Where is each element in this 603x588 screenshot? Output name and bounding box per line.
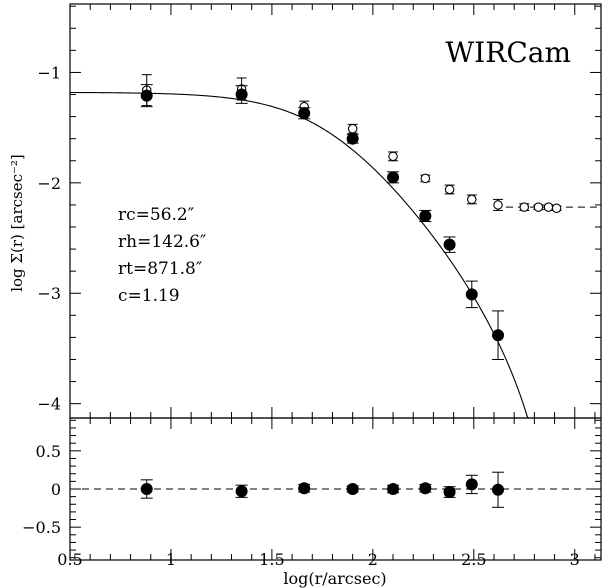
- data-point-open: [533, 202, 544, 212]
- data-point-filled: [235, 88, 248, 101]
- data-point-filled: [419, 482, 432, 495]
- param-rt: rt=871.8″: [118, 259, 202, 279]
- data-point-filled: [387, 483, 400, 495]
- main-ticks: [69, 4, 601, 418]
- x-tick-label: 3: [570, 550, 580, 569]
- data-point-filled: [465, 478, 478, 491]
- data-point-filled: [443, 486, 456, 499]
- x-tick-label: 0.5: [57, 550, 82, 569]
- y-tick-label: −2: [37, 174, 61, 193]
- data-point-open: [467, 194, 477, 205]
- data-point-filled: [298, 107, 311, 120]
- data-point-open: [543, 202, 554, 212]
- data-point-filled: [346, 483, 359, 495]
- data-point-open: [493, 200, 503, 210]
- data-point-open: [551, 203, 562, 213]
- y-tick-label: −0.5: [22, 518, 61, 537]
- data-point-filled: [140, 89, 153, 102]
- data-point-filled: [140, 483, 153, 495]
- data-point-filled: [419, 209, 432, 222]
- y-tick-label: −1: [37, 63, 61, 82]
- x-axis-label: log(r/arcsec): [283, 569, 386, 588]
- data-point-filled: [492, 483, 505, 496]
- residual-panel: 0.5 0 −0.5 0.5 1 1.5 2 2.5 3 log(r/arcsec): [22, 417, 602, 588]
- x-tick-label: 2: [368, 550, 378, 569]
- data-point-filled: [235, 485, 248, 498]
- x-tick-label: 1: [166, 550, 176, 569]
- param-c: c=1.19: [118, 286, 180, 306]
- data-point-open: [347, 124, 358, 134]
- data-point-filled: [346, 132, 359, 145]
- y-tick-label: 0: [51, 480, 61, 499]
- x-tick-labels: 0.5 1 1.5 2 2.5 3: [57, 550, 580, 569]
- data-point-filled: [443, 238, 456, 251]
- data-point-open: [388, 151, 398, 162]
- data-point-filled: [465, 288, 478, 301]
- data-point-filled: [298, 482, 311, 495]
- data-point-open: [519, 202, 530, 212]
- y-tick-label: −4: [37, 395, 61, 414]
- main-data-points: [140, 74, 562, 360]
- main-panel: −1 −2 −3 −4 WIRCam rc=56.2″ rh=142.6″ rt=87…: [8, 3, 602, 419]
- param-rh: rh=142.6″: [118, 232, 206, 252]
- y-tick-label: 0.5: [36, 442, 61, 461]
- x-tick-label: 1.5: [259, 550, 284, 569]
- y-tick-label: −3: [37, 284, 61, 303]
- data-point-open: [444, 184, 455, 195]
- panel-title: WIRCam: [445, 36, 571, 69]
- data-point-open: [420, 173, 431, 184]
- residual-data-points: [140, 471, 505, 508]
- fit-parameters: rc=56.2″ rh=142.6″ rt=871.8″ c=1.19: [118, 205, 206, 306]
- param-rc: rc=56.2″: [118, 205, 194, 225]
- residual-y-tick-labels: 0.5 0 −0.5: [22, 442, 61, 537]
- data-point-filled: [387, 171, 400, 184]
- main-y-axis-label: log Σ(r) [arcsec⁻²]: [8, 154, 26, 292]
- x-tick-label: 2.5: [461, 550, 486, 569]
- main-y-tick-labels: −1 −2 −3 −4: [37, 63, 61, 413]
- residual-ticks: [69, 418, 601, 560]
- data-point-filled: [492, 329, 505, 342]
- king-fit-curve: [69, 91, 529, 419]
